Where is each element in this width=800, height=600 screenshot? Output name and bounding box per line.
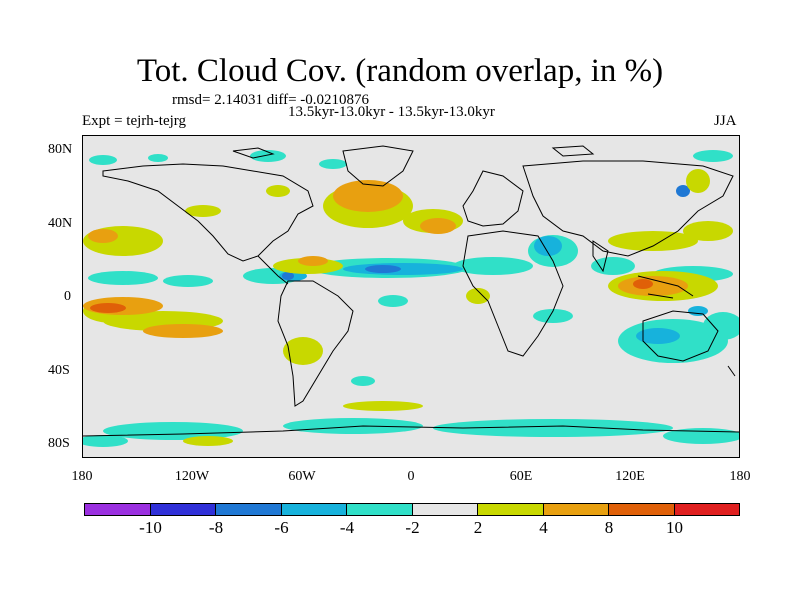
colorbar-label: 8 (604, 518, 614, 537)
y-tick-0: 0 (64, 289, 71, 304)
season-label: JJA (714, 113, 737, 129)
colorbar-label: -4 (339, 518, 355, 537)
colorbar-label: -10 (139, 518, 162, 537)
y-tick-40n: 40N (48, 216, 73, 231)
y-tick-40s: 40S (48, 363, 70, 378)
colorbar-swatch (411, 503, 478, 516)
y-tick-80s: 80S (48, 436, 70, 451)
x-tick-0: 0 (407, 469, 415, 484)
x-tick-180w: 180 (71, 469, 93, 484)
colorbar-label: -8 (208, 518, 224, 537)
x-tick-120w: 120W (174, 469, 210, 484)
colorbar-swatch (346, 503, 413, 516)
x-tick-180e: 180 (729, 469, 751, 484)
colorbar-label: -2 (405, 518, 420, 537)
colorbar-swatch (608, 503, 675, 516)
stats-text: rmsd= 2.14031 diff= -0.0210876 (172, 92, 370, 108)
colorbar-swatch (84, 503, 151, 516)
experiment-label: Expt = tejrh-tejrg (82, 113, 186, 129)
x-tick-120e: 120E (615, 469, 645, 484)
colorbar-swatch (673, 503, 740, 516)
colorbar-swatch (149, 503, 216, 516)
map-title: Tot. Cloud Cov. (random overlap, in %) (136, 53, 664, 89)
colorbar-swatch (542, 503, 609, 516)
colorbar-swatch (477, 503, 544, 516)
period-label: 13.5kyr-13.0kyr - 13.5kyr-13.0kyr (288, 104, 495, 120)
colorbar-swatch (280, 503, 347, 516)
x-tick-60w: 60W (288, 469, 316, 484)
anomaly-blue-layer (282, 185, 690, 280)
cloud-cover-map (83, 136, 739, 457)
colorbar-label: 10 (666, 518, 683, 537)
anomaly-darkorange-layer (90, 279, 653, 313)
colorbar-label: 4 (539, 518, 548, 537)
map-panel (82, 135, 740, 458)
y-tick-80n: 80N (48, 142, 73, 157)
colorbar-label: 2 (473, 518, 483, 537)
x-tick-60e: 60E (509, 469, 533, 484)
colorbar-swatch (215, 503, 282, 516)
colorbar-label: -6 (274, 518, 289, 537)
coastlines (83, 145, 739, 437)
colorbar (84, 503, 740, 516)
